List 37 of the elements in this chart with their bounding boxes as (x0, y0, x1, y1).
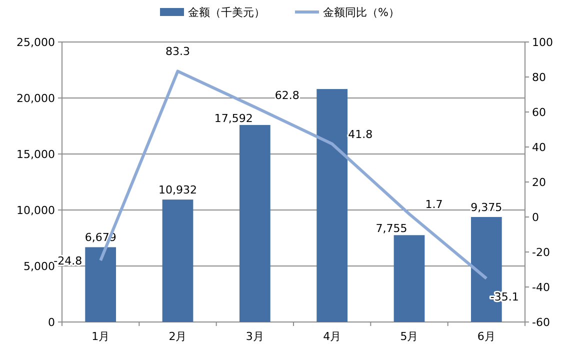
legend-label: 金额同比（%） (323, 6, 400, 19)
data-label: 1.7 (425, 198, 443, 212)
bar (394, 235, 425, 322)
x-tick-label: 3月 (246, 330, 264, 343)
data-label: 17,592 (214, 112, 253, 125)
y2-tick-label: -20 (532, 246, 550, 259)
data-label: 10,932 (158, 184, 197, 197)
y2-tick-label: -40 (532, 281, 550, 294)
y-tick-label: 0 (48, 316, 55, 329)
y-tick-label: 20,000 (16, 92, 55, 105)
x-tick-label: 1月 (92, 330, 110, 343)
legend-label: 金额（千美元） (188, 6, 265, 19)
bar (85, 247, 116, 322)
data-label: 7,755 (376, 222, 408, 236)
data-label: 83.3 (166, 45, 190, 58)
bar (239, 124, 270, 322)
data-label: 62.8 (274, 89, 300, 102)
y2-tick-label: 60 (532, 106, 546, 119)
y2-tick-label: 80 (532, 71, 546, 84)
y-tick-label: 5,000 (24, 260, 55, 273)
y2-tick-label: -60 (532, 316, 550, 329)
x-tick-label: 6月 (477, 330, 496, 343)
y-tick-label: 15,000 (16, 148, 55, 161)
bar (162, 200, 194, 322)
x-tick-label: 2月 (168, 330, 187, 343)
data-label: -24.8 (54, 254, 82, 268)
data-label: 9,375 (470, 201, 502, 214)
x-tick-label: 5月 (400, 330, 418, 343)
y-tick-label: 25,000 (16, 36, 55, 49)
x-tick-label: 4月 (323, 330, 342, 343)
data-label: 41.8 (348, 128, 373, 141)
y2-tick-label: 40 (532, 141, 546, 154)
bar (316, 89, 348, 322)
y-tick-label: 10,000 (16, 204, 55, 217)
y2-tick-label: 100 (532, 36, 553, 49)
y2-tick-label: 20 (532, 176, 546, 189)
y2-tick-label: 0 (532, 211, 539, 224)
